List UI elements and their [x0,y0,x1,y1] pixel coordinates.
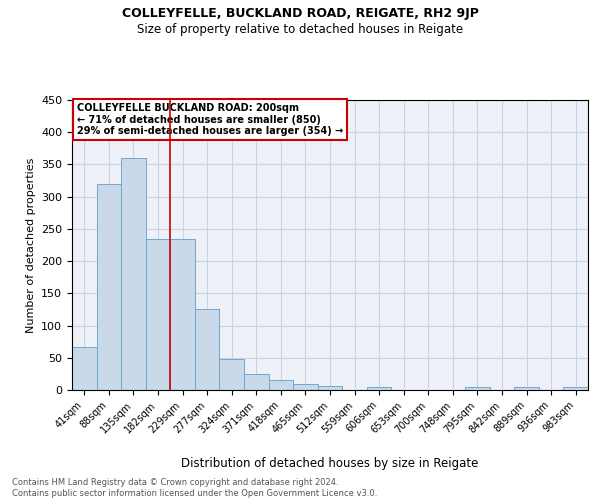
Bar [146,238,170,390]
Bar [244,374,269,390]
Bar [220,359,244,390]
Bar [170,238,195,390]
Y-axis label: Number of detached properties: Number of detached properties [26,158,35,332]
Bar [97,184,121,390]
Bar [563,388,588,390]
Text: Contains HM Land Registry data © Crown copyright and database right 2024.
Contai: Contains HM Land Registry data © Crown c… [12,478,377,498]
Bar [269,380,293,390]
Bar [514,388,539,390]
Text: Distribution of detached houses by size in Reigate: Distribution of detached houses by size … [181,457,479,470]
Text: Size of property relative to detached houses in Reigate: Size of property relative to detached ho… [137,22,463,36]
Bar [72,347,97,390]
Bar [465,388,490,390]
Text: COLLEYFELLE, BUCKLAND ROAD, REIGATE, RH2 9JP: COLLEYFELLE, BUCKLAND ROAD, REIGATE, RH2… [122,8,478,20]
Text: COLLEYFELLE BUCKLAND ROAD: 200sqm
← 71% of detached houses are smaller (850)
29%: COLLEYFELLE BUCKLAND ROAD: 200sqm ← 71% … [77,103,343,136]
Bar [293,384,318,390]
Bar [195,310,220,390]
Bar [318,386,342,390]
Bar [367,387,391,390]
Bar [121,158,146,390]
